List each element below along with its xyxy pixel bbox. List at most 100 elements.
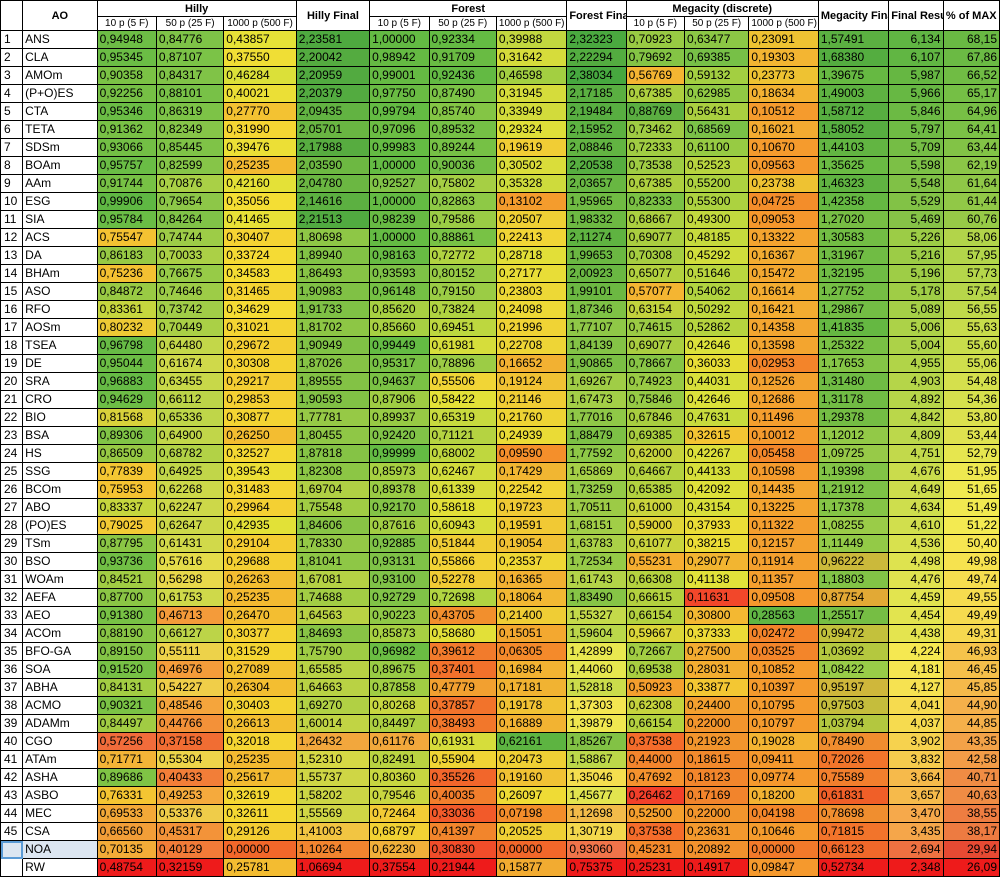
hilly-1000p-cell[interactable]: 0,42935 xyxy=(223,516,297,535)
hilly-50p-cell[interactable]: 0,40433 xyxy=(155,768,225,787)
hilly-10p-cell[interactable]: 0,89306 xyxy=(96,426,157,445)
megacity-1000p-cell[interactable]: 0,02472 xyxy=(748,624,819,643)
hilly-10p-cell[interactable]: 0,90321 xyxy=(96,696,157,715)
hilly-final-cell[interactable]: 2,14616 xyxy=(295,192,371,211)
final-result-cell[interactable]: 5,469 xyxy=(888,210,944,229)
forest-10p-cell[interactable]: 0,98163 xyxy=(369,246,430,265)
megacity-final-cell[interactable]: 1,25517 xyxy=(817,606,890,625)
megacity-final-cell[interactable]: 1,18803 xyxy=(817,570,890,589)
hilly-1000p-cell[interactable]: 0,30403 xyxy=(223,696,297,715)
forest-50p-cell[interactable]: 0,65319 xyxy=(428,408,497,427)
header-megacity-final[interactable]: Megacity Final xyxy=(817,0,890,31)
forest-final-cell[interactable]: 1,35046 xyxy=(566,768,627,787)
forest-1000p-cell[interactable]: 0,19619 xyxy=(495,138,568,157)
megacity-final-cell[interactable]: 1,08422 xyxy=(817,660,890,679)
hilly-final-cell[interactable]: 1,91733 xyxy=(295,300,371,319)
megacity-10p-cell[interactable]: 0,67385 xyxy=(625,84,686,103)
final-result-cell[interactable]: 5,089 xyxy=(888,300,944,319)
megacity-50p-cell[interactable]: 0,41138 xyxy=(683,570,750,589)
megacity-50p-cell[interactable]: 0,44031 xyxy=(683,372,750,391)
algorithm-name-cell[interactable]: ACMO xyxy=(22,696,98,715)
hilly-50p-cell[interactable]: 0,74744 xyxy=(155,228,225,247)
pct-max-cell[interactable]: 54,48 xyxy=(942,372,1000,391)
forest-final-cell[interactable]: 1,30719 xyxy=(566,822,627,841)
megacity-50p-cell[interactable]: 0,38215 xyxy=(683,534,750,553)
forest-1000p-cell[interactable]: 0,46598 xyxy=(495,66,568,85)
forest-1000p-cell[interactable]: 0,22542 xyxy=(495,480,568,499)
forest-10p-cell[interactable]: 0,85873 xyxy=(369,624,430,643)
forest-50p-cell[interactable]: 0,41397 xyxy=(428,822,497,841)
forest-10p-cell[interactable]: 0,97096 xyxy=(369,120,430,139)
hilly-1000p-cell[interactable]: 0,41465 xyxy=(223,210,297,229)
hilly-50p-cell[interactable]: 0,64900 xyxy=(155,426,225,445)
forest-10p-cell[interactable]: 0,85620 xyxy=(369,300,430,319)
forest-1000p-cell[interactable]: 0,31642 xyxy=(495,48,568,67)
forest-50p-cell[interactable]: 0,91709 xyxy=(428,48,497,67)
pct-max-cell[interactable]: 46,45 xyxy=(942,660,1000,679)
algorithm-name-cell[interactable]: ACS xyxy=(22,228,98,247)
header-megacity-1000p[interactable]: 1000 p (500 F) xyxy=(748,16,819,31)
megacity-50p-cell[interactable]: 0,63477 xyxy=(683,30,750,49)
hilly-final-cell[interactable]: 1,55737 xyxy=(295,768,371,787)
megacity-1000p-cell[interactable]: 0,13598 xyxy=(748,336,819,355)
final-result-cell[interactable]: 5,529 xyxy=(888,192,944,211)
forest-50p-cell[interactable]: 0,33036 xyxy=(428,804,497,823)
row-number-cell[interactable]: 31 xyxy=(0,570,24,589)
forest-50p-cell[interactable]: 0,89244 xyxy=(428,138,497,157)
pct-max-cell[interactable]: 56,55 xyxy=(942,300,1000,319)
row-number-cell[interactable]: 20 xyxy=(0,372,24,391)
megacity-final-cell[interactable]: 0,75589 xyxy=(817,768,890,787)
algorithm-name-cell[interactable]: ACOm xyxy=(22,624,98,643)
forest-50p-cell[interactable]: 0,51844 xyxy=(428,534,497,553)
header-megacity[interactable]: Megacity (discrete) xyxy=(625,0,819,17)
megacity-50p-cell[interactable]: 0,52862 xyxy=(683,318,750,337)
final-result-cell[interactable]: 5,196 xyxy=(888,264,944,283)
hilly-10p-cell[interactable]: 0,99906 xyxy=(96,192,157,211)
megacity-1000p-cell[interactable]: 0,16021 xyxy=(748,120,819,139)
pct-max-cell[interactable]: 51,49 xyxy=(942,498,1000,517)
hilly-10p-cell[interactable]: 0,92256 xyxy=(96,84,157,103)
megacity-10p-cell[interactable]: 0,26462 xyxy=(625,786,686,805)
megacity-50p-cell[interactable]: 0,42092 xyxy=(683,480,750,499)
final-result-cell[interactable]: 3,664 xyxy=(888,768,944,787)
megacity-50p-cell[interactable]: 0,37933 xyxy=(683,516,750,535)
forest-final-cell[interactable]: 1,83490 xyxy=(566,588,627,607)
hilly-10p-cell[interactable]: 0,84131 xyxy=(96,678,157,697)
megacity-1000p-cell[interactable]: 0,05458 xyxy=(748,444,819,463)
hilly-50p-cell[interactable]: 0,46713 xyxy=(155,606,225,625)
hilly-50p-cell[interactable]: 0,32159 xyxy=(155,858,225,877)
hilly-final-cell[interactable]: 1,58202 xyxy=(295,786,371,805)
hilly-1000p-cell[interactable]: 0,25617 xyxy=(223,768,297,787)
row-number-cell[interactable]: 30 xyxy=(0,552,24,571)
forest-final-cell[interactable]: 1,12698 xyxy=(566,804,627,823)
hilly-final-cell[interactable]: 1,84606 xyxy=(295,516,371,535)
hilly-50p-cell[interactable]: 0,62268 xyxy=(155,480,225,499)
megacity-1000p-cell[interactable]: 0,03525 xyxy=(748,642,819,661)
hilly-50p-cell[interactable]: 0,55111 xyxy=(155,642,225,661)
megacity-50p-cell[interactable]: 0,61100 xyxy=(683,138,750,157)
forest-10p-cell[interactable]: 0,62230 xyxy=(369,840,430,859)
hilly-1000p-cell[interactable]: 0,39543 xyxy=(223,462,297,481)
forest-50p-cell[interactable]: 0,61339 xyxy=(428,480,497,499)
forest-10p-cell[interactable]: 0,93100 xyxy=(369,570,430,589)
forest-final-cell[interactable]: 1,58867 xyxy=(566,750,627,769)
megacity-1000p-cell[interactable]: 0,23773 xyxy=(748,66,819,85)
forest-50p-cell[interactable]: 0,78896 xyxy=(428,354,497,373)
hilly-final-cell[interactable]: 1,67081 xyxy=(295,570,371,589)
hilly-final-cell[interactable]: 1,26432 xyxy=(295,732,371,751)
row-number-cell[interactable]: 39 xyxy=(0,714,24,733)
megacity-50p-cell[interactable]: 0,69385 xyxy=(683,48,750,67)
hilly-50p-cell[interactable]: 0,55304 xyxy=(155,750,225,769)
hilly-final-cell[interactable]: 1,55569 xyxy=(295,804,371,823)
megacity-1000p-cell[interactable]: 0,11914 xyxy=(748,552,819,571)
hilly-1000p-cell[interactable]: 0,00000 xyxy=(223,840,297,859)
hilly-50p-cell[interactable]: 0,73742 xyxy=(155,300,225,319)
forest-final-cell[interactable]: 1,72534 xyxy=(566,552,627,571)
row-number-cell[interactable] xyxy=(0,840,24,859)
algorithm-name-cell[interactable]: CRO xyxy=(22,390,98,409)
megacity-50p-cell[interactable]: 0,54062 xyxy=(683,282,750,301)
final-result-cell[interactable]: 5,846 xyxy=(888,102,944,121)
final-result-cell[interactable]: 5,598 xyxy=(888,156,944,175)
header-hilly-final[interactable]: Hilly Final xyxy=(295,0,371,31)
megacity-final-cell[interactable]: 0,78698 xyxy=(817,804,890,823)
